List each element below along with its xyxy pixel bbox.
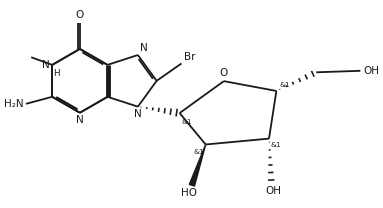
Text: N: N xyxy=(42,60,50,70)
Text: &1: &1 xyxy=(271,142,282,148)
Text: &1: &1 xyxy=(193,149,204,155)
Text: OH: OH xyxy=(363,66,379,76)
Text: &1: &1 xyxy=(280,82,290,88)
Text: O: O xyxy=(76,10,84,20)
Text: HO: HO xyxy=(181,188,197,198)
Text: N: N xyxy=(134,109,142,119)
Text: H: H xyxy=(53,69,59,78)
Text: N: N xyxy=(140,43,147,53)
Text: Br: Br xyxy=(184,52,195,62)
Text: O: O xyxy=(220,68,228,78)
Text: OH: OH xyxy=(265,186,281,196)
Text: &1: &1 xyxy=(182,119,193,125)
Polygon shape xyxy=(189,145,206,186)
Text: N: N xyxy=(76,115,84,125)
Text: H₂N: H₂N xyxy=(4,99,24,109)
